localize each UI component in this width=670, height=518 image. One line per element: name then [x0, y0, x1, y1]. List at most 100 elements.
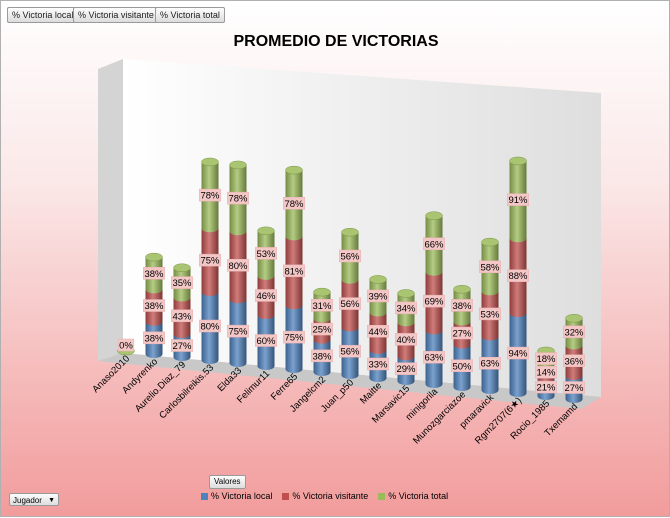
data-label-9-0: 33% [367, 357, 389, 370]
data-label-11-1: 69% [423, 294, 445, 308]
data-label-15-0: 21% [535, 380, 557, 394]
svg-text:56%: 56% [340, 299, 360, 310]
svg-text:27%: 27% [452, 329, 472, 340]
legend-swatch-total [378, 492, 386, 500]
data-label-14-1: 88% [507, 269, 529, 282]
data-label-8-1: 56% [339, 297, 361, 310]
bar-13-cap [481, 237, 499, 247]
svg-text:38%: 38% [144, 333, 164, 344]
bar-12-cap [453, 285, 471, 294]
svg-text:80%: 80% [200, 322, 220, 333]
legend-item-local: % Victoria local [201, 491, 272, 501]
legend: % Victoria local % Victoria visitante % … [201, 491, 448, 501]
legend-label-visitante: % Victoria visitante [292, 491, 369, 501]
data-label-9-2: 39% [367, 289, 389, 302]
svg-text:94%: 94% [508, 349, 528, 360]
svg-text:50%: 50% [452, 361, 472, 372]
data-label-11-2: 66% [423, 237, 445, 250]
svg-text:56%: 56% [340, 252, 360, 263]
back-wall [123, 59, 601, 397]
data-label-2-0: 27% [171, 339, 193, 352]
values-field-button[interactable]: Valores [209, 475, 246, 489]
data-label-6-1: 81% [283, 264, 305, 277]
data-label-12-1: 27% [451, 326, 473, 340]
svg-text:29%: 29% [396, 364, 416, 375]
svg-text:63%: 63% [480, 359, 500, 370]
svg-text:75%: 75% [200, 256, 220, 267]
row-field-dropdown[interactable]: Jugador ▼ [9, 493, 59, 506]
data-label-4-1: 80% [227, 259, 249, 272]
svg-text:38%: 38% [312, 351, 332, 362]
data-label-4-2: 78% [227, 191, 249, 205]
bar-7-cap [313, 287, 331, 297]
svg-text:78%: 78% [200, 191, 220, 202]
bars-group: 0% 38% 38% 38% 27% 43% 35% 80% 75% 78% 75% 80% 78% 60… [117, 156, 585, 403]
data-label-7-0: 38% [311, 349, 333, 362]
svg-text:39%: 39% [368, 291, 388, 302]
svg-text:38%: 38% [144, 269, 164, 280]
svg-text:32%: 32% [564, 327, 584, 338]
svg-text:63%: 63% [424, 353, 444, 364]
bar-3-cap [201, 157, 219, 167]
data-label-6-2: 78% [283, 197, 305, 210]
svg-text:60%: 60% [256, 336, 276, 347]
data-label-3-0: 80% [199, 319, 221, 333]
data-label-4-0: 75% [227, 324, 249, 338]
side-wall [98, 59, 123, 361]
svg-text:21%: 21% [536, 383, 556, 394]
svg-text:25%: 25% [312, 325, 332, 336]
data-label-13-2: 58% [479, 260, 501, 273]
data-label-12-0: 50% [451, 359, 473, 372]
data-label-13-1: 53% [479, 307, 501, 320]
svg-text:43%: 43% [172, 311, 192, 322]
svg-text:58%: 58% [480, 262, 500, 273]
filter-victoria-total[interactable]: % Victoria total [155, 7, 225, 23]
svg-text:53%: 53% [256, 249, 276, 260]
svg-text:33%: 33% [368, 359, 388, 370]
svg-text:14%: 14% [536, 368, 556, 379]
legend-label-local: % Victoria local [211, 491, 273, 501]
data-label-16-1: 36% [563, 354, 585, 367]
data-label-5-2: 53% [255, 247, 277, 260]
data-label-12-2: 38% [451, 299, 473, 312]
svg-text:56%: 56% [340, 347, 360, 358]
data-label-1-0: 38% [143, 331, 165, 344]
legend-item-visitante: % Victoria visitante [282, 491, 368, 501]
floor [98, 353, 601, 409]
bar-9-cap [369, 275, 387, 284]
row-field-label: Jugador [13, 496, 42, 505]
bar-14-cap [509, 156, 527, 166]
svg-text:27%: 27% [564, 383, 584, 394]
bar-2-cap [173, 263, 191, 272]
svg-text:18%: 18% [536, 354, 556, 365]
legend-label-total: % Victoria total [388, 491, 449, 501]
data-label-2-2: 35% [171, 276, 193, 289]
svg-text:75%: 75% [228, 327, 248, 338]
data-label-8-0: 56% [339, 344, 361, 358]
bar-6-cap [285, 165, 303, 175]
data-label-6-0: 75% [283, 330, 305, 344]
bar-8-cap [341, 227, 359, 237]
data-label-14-0: 94% [507, 346, 529, 360]
svg-text:78%: 78% [228, 194, 248, 205]
data-label-2-1: 43% [171, 309, 193, 322]
data-label-10-0: 29% [395, 362, 417, 375]
x-tick-label: Carlosbilreikis.53 [157, 362, 216, 421]
data-label-1-1: 38% [143, 299, 165, 312]
svg-text:75%: 75% [284, 333, 304, 344]
data-label-15-1: 14% [535, 365, 557, 379]
svg-text:38%: 38% [452, 301, 472, 312]
data-label-5-1: 46% [255, 289, 277, 302]
data-label-0-0: 0% [117, 338, 135, 352]
svg-text:46%: 46% [256, 291, 276, 302]
svg-text:53%: 53% [480, 309, 500, 320]
svg-text:69%: 69% [424, 297, 444, 308]
svg-text:35%: 35% [172, 278, 192, 289]
chevron-down-icon[interactable]: ▼ [48, 497, 55, 504]
svg-text:66%: 66% [424, 239, 444, 250]
svg-text:88%: 88% [508, 271, 528, 282]
svg-text:0%: 0% [119, 341, 133, 352]
legend-swatch-local [201, 492, 208, 500]
svg-text:91%: 91% [508, 195, 528, 206]
